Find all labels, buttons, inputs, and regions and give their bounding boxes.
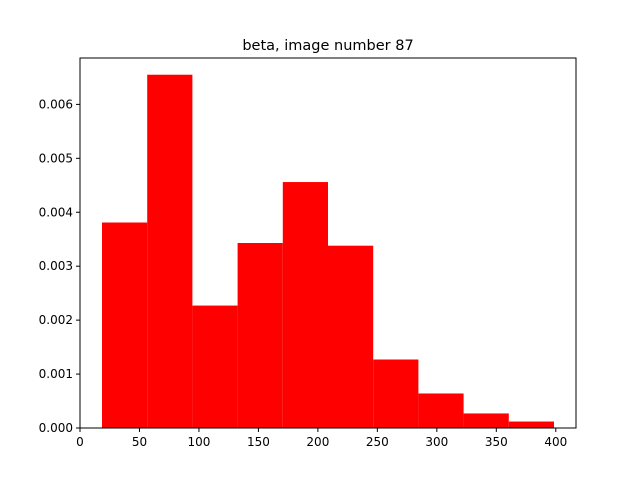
chart-title: beta, image number 87 (242, 38, 413, 54)
y-tick-label: 0.006 (39, 97, 73, 111)
histogram-bar-5 (282, 182, 328, 428)
y-tick-label: 0.001 (39, 367, 73, 381)
y-tick-label: 0.000 (39, 421, 73, 435)
x-tick-label: 350 (485, 435, 508, 449)
x-tick-label: 0 (76, 435, 84, 449)
histogram-bar-8 (418, 393, 464, 428)
bars-group (102, 74, 554, 428)
x-tick-label: 50 (132, 435, 147, 449)
x-tick-label: 150 (247, 435, 270, 449)
histogram-bar-6 (328, 245, 374, 428)
x-tick-label: 100 (187, 435, 210, 449)
histogram-bar-7 (373, 359, 419, 428)
y-tick-label: 0.005 (39, 151, 73, 165)
y-tick-label: 0.002 (39, 313, 73, 327)
x-axis-ticks: 0 50 100 150 200 250 300 350 400 (76, 428, 567, 449)
histogram-bar-2 (147, 74, 193, 428)
x-tick-label: 250 (366, 435, 389, 449)
histogram-bar-9 (463, 413, 509, 428)
histogram-bar-4 (237, 243, 283, 428)
x-tick-label: 400 (544, 435, 567, 449)
plot-frame (79, 57, 577, 429)
histogram-bar-10 (508, 421, 554, 428)
x-tick-label: 200 (306, 435, 329, 449)
y-axis-ticks: 0.000 0.001 0.002 0.003 0.004 0.005 0.006 (39, 97, 80, 435)
y-tick-label: 0.003 (39, 259, 73, 273)
y-tick-label: 0.004 (39, 205, 73, 219)
x-tick-label: 300 (425, 435, 448, 449)
histogram-bar-3 (192, 305, 238, 428)
histogram-bar-1 (102, 222, 148, 428)
